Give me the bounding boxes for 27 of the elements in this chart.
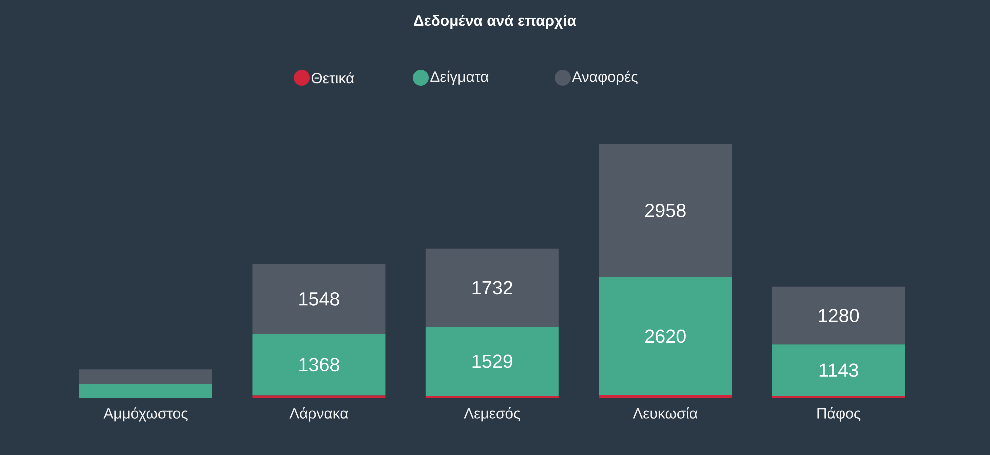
data-label: 1548	[300, 292, 340, 306]
bar	[252, 264, 386, 334]
bar	[772, 344, 906, 396]
bar	[772, 286, 906, 345]
data-label: 2958	[646, 204, 686, 218]
data-label: 1143	[820, 364, 858, 378]
bar	[80, 370, 213, 384]
bar	[426, 327, 559, 396]
chart-title: Δεδομένα ανά επαρχία	[414, 14, 576, 30]
bar	[426, 248, 559, 328]
bar	[599, 277, 732, 396]
legend-label: Θετικά	[312, 72, 354, 84]
data-label: 1732	[472, 281, 513, 295]
x-tick-label: Λευκωσία	[633, 408, 698, 419]
legend-label: Δείγματα	[430, 70, 489, 86]
data-label: 1368	[300, 358, 340, 372]
bar	[80, 384, 213, 398]
x-tick-label: Λάρνακα	[290, 408, 348, 422]
bar	[252, 334, 386, 396]
x-tick-label: Πάφος	[818, 408, 861, 422]
legend-label: Αναφορές	[572, 70, 638, 86]
bar	[599, 144, 732, 278]
data-label: 1280	[819, 309, 860, 322]
data-label: 1529	[472, 354, 513, 368]
data-label: 2620	[646, 330, 686, 344]
x-tick-label: Λεμεσός	[464, 408, 520, 422]
x-tick-label: Αμμόχωστος	[104, 408, 188, 422]
